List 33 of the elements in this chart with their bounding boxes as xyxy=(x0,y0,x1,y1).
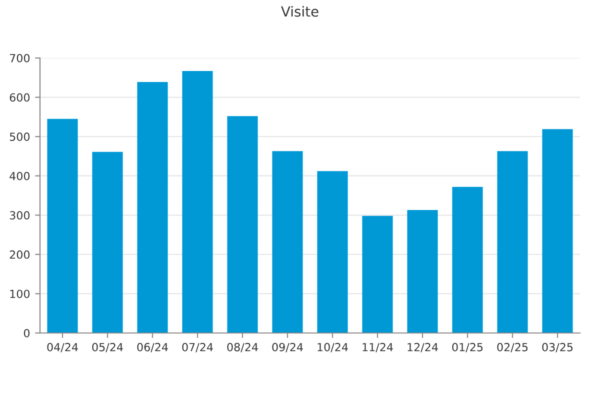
y-tick-label: 600 xyxy=(10,93,30,102)
x-tick-label: 01/25 xyxy=(452,342,483,352)
bar xyxy=(92,152,123,333)
x-tick-label: 02/25 xyxy=(497,342,528,352)
bar xyxy=(452,186,483,333)
bar xyxy=(407,210,438,333)
bar xyxy=(227,116,258,333)
y-tick-label: 500 xyxy=(10,132,30,141)
y-tick-label: 400 xyxy=(10,172,30,180)
x-tick-label: 03/25 xyxy=(542,342,573,352)
bar xyxy=(47,118,78,333)
y-tick-label: 0 xyxy=(24,328,30,338)
bar xyxy=(317,171,348,333)
x-tick-label: 12/24 xyxy=(408,342,438,352)
x-tick-label: 09/24 xyxy=(272,342,303,352)
bar xyxy=(497,151,528,333)
x-tick-label: 10/24 xyxy=(318,342,348,352)
x-tick-label: 07/24 xyxy=(182,342,213,352)
x-tick-label: 04/24 xyxy=(47,342,78,352)
chart-title: Visite xyxy=(281,6,318,17)
x-tick-label: 05/24 xyxy=(92,342,123,352)
x-tick-label: 06/24 xyxy=(137,342,168,352)
y-tick-label: 100 xyxy=(10,290,30,298)
bar xyxy=(542,129,573,333)
x-tick-label: 11/24 xyxy=(362,342,393,352)
bar xyxy=(182,70,213,333)
bar xyxy=(272,151,303,333)
bar xyxy=(137,82,168,333)
x-tick-label: 08/24 xyxy=(227,342,258,352)
y-tick-label: 200 xyxy=(10,250,30,259)
bar xyxy=(362,216,393,333)
y-tick-label: 700 xyxy=(10,54,30,62)
y-tick-label: 300 xyxy=(10,211,30,220)
